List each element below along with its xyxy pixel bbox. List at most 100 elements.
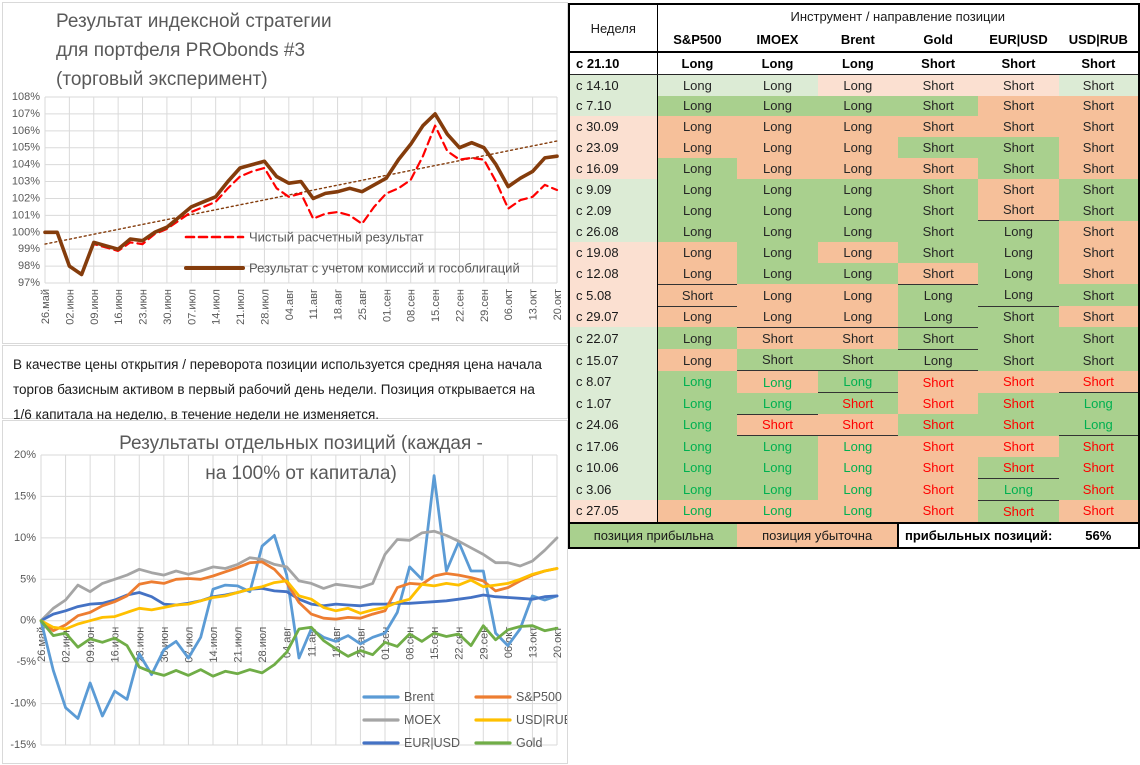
svg-text:USD|RUB: USD|RUB — [516, 713, 567, 727]
table-row: с 9.09 Long Long Long Short Short Short — [569, 178, 1139, 200]
position-cell: Long — [897, 306, 979, 328]
table-row: с 23.09 Long Long Long Short Short Short — [569, 137, 1139, 158]
week-cell: с 27.05 — [569, 500, 658, 523]
position-cell: Short — [897, 242, 979, 263]
position-cell: Long — [737, 220, 818, 243]
svg-text:23.июн: 23.июн — [138, 289, 150, 325]
position-cell: Short — [1058, 262, 1139, 285]
svg-text:106%: 106% — [12, 125, 40, 137]
svg-text:102%: 102% — [12, 192, 40, 204]
table-row: с 22.07 Long Short Short Short Short Short — [569, 327, 1139, 350]
svg-text:20.окт: 20.окт — [552, 627, 564, 658]
position-cell: Short — [1058, 52, 1139, 75]
table-row: с 19.08 Long Long Long Short Long Short — [569, 242, 1139, 263]
svg-text:10%: 10% — [14, 532, 36, 544]
position-cell: Short — [817, 414, 898, 437]
svg-text:Чистый расчетный результат: Чистый расчетный результат — [249, 230, 424, 245]
instrument-group-header: Инструмент / направление позиции — [790, 9, 1005, 24]
position-cell: Long — [737, 284, 818, 307]
strategy-chart-svg: 97% 98% 99% 100% 101% 102% 103% 104% 105% 106% 107… — [12, 11, 564, 325]
position-cell: Short — [897, 478, 979, 501]
position-cell: Long — [657, 478, 738, 501]
week-cell: с 30.09 — [569, 116, 658, 138]
position-cell: Long — [897, 349, 979, 372]
series-S&P500 — [39, 560, 559, 633]
position-cell: Long — [737, 435, 818, 458]
position-cell: Short — [897, 500, 979, 523]
svg-text:01.сен: 01.сен — [381, 289, 393, 322]
position-cell: Long — [817, 157, 898, 179]
note-text: В качестве цены открытия / переворота по… — [13, 357, 542, 422]
svg-text:07.июл: 07.июл — [186, 289, 198, 325]
week-cell: с 29.07 — [569, 306, 658, 328]
svg-text:29.сен: 29.сен — [479, 289, 491, 322]
position-cell: Short — [897, 137, 979, 158]
position-cell: Short — [978, 414, 1059, 436]
table-row: с 30.09 Long Long Long Short Short Short — [569, 116, 1139, 138]
position-cell: Long — [817, 284, 898, 307]
table-row: с 12.08 Long Long Long Short Long Short — [569, 262, 1139, 285]
svg-text:09.июн: 09.июн — [89, 289, 101, 325]
position-cell: Short — [737, 349, 818, 372]
position-cell: Short — [1058, 74, 1139, 96]
svg-text:5%: 5% — [20, 573, 36, 585]
position-cell: Short — [978, 457, 1059, 479]
positions-table-wrap: Неделя Инструмент / направление позиции … — [568, 3, 1140, 549]
week-cell: с 22.07 — [569, 327, 658, 350]
position-cell: Long — [978, 262, 1059, 285]
position-cell: Short — [897, 52, 979, 75]
position-cell: Short — [1058, 137, 1139, 158]
position-cell: Short — [1058, 478, 1139, 501]
table-row: с 26.08 Long Long Long Short Long Short — [569, 220, 1139, 243]
svg-text:-5%: -5% — [16, 656, 36, 668]
week-cell: с 2.09 — [569, 199, 658, 221]
chart-title: Результаты отдельных позиций (каждая - на… — [119, 433, 483, 484]
position-cell: Short — [1058, 157, 1139, 179]
position-cell: Long — [657, 435, 738, 458]
position-cell: Short — [1058, 457, 1139, 479]
position-cell: Short — [1058, 95, 1139, 117]
position-cell: Short — [897, 116, 979, 138]
position-cell: Short — [978, 178, 1059, 200]
strategy-result-chart: 97% 98% 99% 100% 101% 102% 103% 104% 105% 106% 107… — [2, 2, 568, 344]
week-cell: с 24.06 — [569, 414, 658, 436]
position-cell: Long — [817, 220, 898, 243]
position-cell: Long — [657, 220, 738, 243]
position-cell: Short — [978, 137, 1059, 158]
positions-table: Неделя Инструмент / направление позиции … — [568, 3, 1140, 549]
week-cell: с 16.09 — [569, 157, 658, 179]
svg-text:(торговый эксперимент): (торговый эксперимент) — [56, 69, 268, 90]
gridlines — [44, 96, 558, 284]
positions-chart-svg: -15%-10%-5%0%5%10%15%20%26.май 02.июн 09.и… — [10, 433, 567, 751]
position-cell: Short — [978, 199, 1059, 222]
svg-text:107%: 107% — [12, 108, 40, 120]
svg-text:Brent: Brent — [404, 690, 434, 704]
series-MOEX — [39, 529, 559, 623]
svg-text:28.июл: 28.июл — [259, 289, 271, 325]
summary-value: 56% — [1058, 521, 1139, 548]
position-cell: Long — [737, 137, 818, 158]
week-cell: с 9.09 — [569, 178, 658, 200]
svg-text:02.июн: 02.июн — [61, 627, 73, 663]
week-cell: с 26.08 — [569, 220, 658, 243]
svg-text:Результат с учетом комиссий и: Результат с учетом комиссий и гособлигац… — [249, 261, 520, 276]
position-cell: Long — [817, 95, 898, 117]
series-USD|RUB — [39, 567, 559, 631]
svg-text:15%: 15% — [14, 490, 36, 502]
position-cell: Short — [897, 370, 979, 393]
position-cell: Short — [817, 392, 898, 415]
position-cell: Long — [817, 199, 898, 221]
y-axis-labels: 97% 98% 99% 100% 101% 102% 103% 104% 105% 106% 107… — [12, 91, 40, 289]
position-cell: Short — [897, 392, 979, 415]
week-cell: с 10.06 — [569, 457, 658, 479]
position-cell: Long — [817, 370, 898, 394]
svg-text:20%: 20% — [14, 449, 36, 461]
table-row: с 5.08 Short Long Long Long Long Short — [569, 284, 1139, 307]
table-row: с 15.07 Long Short Short Long Short Short — [569, 349, 1139, 372]
position-cell: Short — [978, 327, 1059, 350]
series-Чистый расчетный результат — [43, 124, 559, 276]
position-cell: Long — [657, 262, 738, 285]
svg-text:02.июн: 02.июн — [64, 289, 76, 325]
svg-text:на 100% от капитала): на 100% от капитала) — [205, 463, 397, 484]
position-cell: Long — [897, 284, 979, 307]
